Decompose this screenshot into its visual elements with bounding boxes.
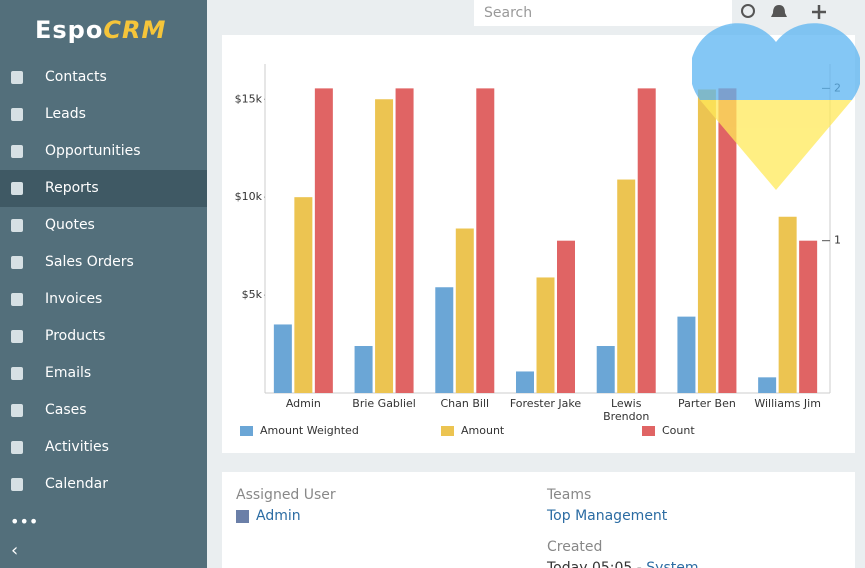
bar [273,324,292,393]
bar [536,277,555,393]
legend-label: Count [662,424,695,437]
nav-label: Products [45,328,106,344]
nav-item[interactable]: Contacts [0,59,207,96]
nav-item[interactable]: Calendar [0,466,207,503]
bell-icon[interactable] [771,5,787,17]
nav-item[interactable]: Leads [0,96,207,133]
nav-item[interactable]: Opportunities [0,133,207,170]
nav-label: Opportunities [45,143,141,159]
nav-item[interactable]: Reports [0,170,207,207]
x-tick-label: Chan Bill [440,397,489,410]
field-link[interactable]: System [646,560,699,568]
y2-tick-label: 1 [834,234,841,247]
nav-label: Invoices [45,291,103,307]
nav-item[interactable]: Invoices [0,281,207,318]
bar [617,179,636,393]
bar [375,99,394,393]
nav-icon [11,219,23,232]
heart-overlay [692,23,860,191]
top-icons [741,4,826,19]
logo-text: CRM [103,16,167,44]
bar [596,346,615,393]
bar [476,88,495,394]
nav-icon [11,441,23,454]
legend-swatch [441,426,454,436]
field-label: Assigned User [236,487,336,503]
nav-icon [11,330,23,343]
bar [516,371,534,393]
y-tick-label: $15k [235,92,263,105]
plus-icon[interactable] [812,5,826,19]
x-tick-label: Williams Jim [754,397,821,410]
field-link[interactable]: Top Management [547,508,668,524]
nav-item[interactable]: Products [0,318,207,355]
more-icon[interactable]: ••• [10,512,39,531]
bar [758,377,777,393]
bar [637,88,656,394]
logo[interactable]: EspoCRM [35,16,166,44]
details-panel: Assigned User Admin Teams Top Management… [222,472,855,568]
nav-icon [11,478,23,491]
search-icon[interactable] [741,4,755,18]
nav-label: Emails [45,365,92,381]
user-icon [236,510,249,523]
nav-item[interactable]: Quotes [0,207,207,244]
x-tick-label: Admin [286,397,321,410]
bar [718,88,737,394]
created-time: Today 05:05 [547,560,633,568]
bar [677,316,696,393]
bar [435,287,454,393]
nav-label: Sales Orders [45,254,134,270]
nav-icon [11,404,23,417]
nav-icon [11,182,23,195]
legend-label: Amount [461,424,505,437]
bar [557,240,575,393]
x-tick-label: Forester Jake [510,397,582,410]
x-tick-label: Lewis Brendon [603,397,649,423]
nav-icon [11,145,23,158]
bar [294,197,313,393]
nav-label: Contacts [45,69,107,85]
x-tick-label: Parter Ben [678,397,736,410]
legend-label: Amount Weighted [260,424,359,437]
nav-item[interactable]: Cases [0,392,207,429]
search-input[interactable]: Search [474,0,732,26]
field-label: Teams [547,487,592,503]
bar [799,240,818,393]
x-tick-label: Brie Gabliel [352,397,416,410]
nav-item[interactable]: Activities [0,429,207,466]
nav-icon [11,367,23,380]
field-value: Today 05:05 - System [547,560,698,568]
field-link[interactable]: Admin [256,508,301,524]
nav-label: Activities [45,439,109,455]
nav-item[interactable]: Sales Orders [0,244,207,281]
nav-item[interactable]: Emails [0,355,207,392]
collapse-icon[interactable]: ‹ [11,540,19,561]
bar [778,216,797,393]
nav-icon [11,256,23,269]
y-tick-label: $5k [242,288,263,301]
sidebar: EspoCRM ••• ‹ Contacts Leads Opportunities… [0,0,207,568]
logo-text: Espo [35,16,104,44]
nav-label: Quotes [45,217,95,233]
bar [314,88,333,394]
bar [395,88,414,394]
bar [354,346,373,393]
field-label: Created [547,539,603,555]
bar [697,89,716,394]
nav-label: Leads [45,106,86,122]
y-tick-label: $10k [235,190,263,203]
nav-icon [11,108,23,121]
legend-swatch [240,426,253,436]
nav-icon [11,71,23,84]
nav-label: Reports [45,180,99,196]
nav-label: Calendar [45,476,108,492]
legend-swatch [642,426,655,436]
nav-icon [11,293,23,306]
nav-label: Cases [45,402,87,418]
bar [455,228,474,393]
